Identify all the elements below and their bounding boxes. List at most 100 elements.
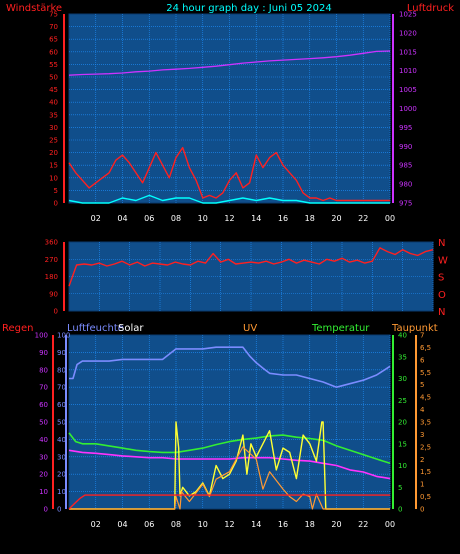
wind-tick-label: 75 — [49, 11, 58, 19]
uv-tick-label: 5 — [420, 381, 424, 389]
rain-tick-label: 50 — [39, 419, 48, 427]
wind-tick-label: 65 — [49, 36, 58, 44]
solar-label: Solar — [118, 323, 144, 334]
temperature-tick-label: 20 — [398, 419, 407, 427]
wind-tick-label: 35 — [49, 111, 58, 119]
uv-tick-label: 2 — [420, 456, 424, 464]
wind-gust-series-line — [68, 146, 390, 202]
wind-axis-ticks: 0 5 10 15 20 25 30 35 40 45 50 55 60 65 70 75 — [49, 11, 65, 208]
x-tick-label: 16 — [278, 214, 288, 223]
wind-tick-label: 70 — [49, 23, 58, 31]
wind-pressure-series — [68, 50, 391, 204]
humidity-tick-label: 70 — [57, 384, 66, 392]
rain-tick-label: 40 — [39, 436, 48, 444]
rain-tick-label: 60 — [39, 401, 48, 409]
wind-tick-label: 40 — [49, 99, 58, 107]
x-tick-label: 14 — [251, 214, 261, 223]
rain-tick-label: 20 — [39, 471, 48, 479]
humidity-tick-label: 80 — [57, 366, 66, 374]
humidity-tick-label: 0 — [57, 506, 61, 514]
x-tick-label: 18 — [305, 214, 315, 223]
x-tick-label: 08 — [171, 214, 181, 223]
wind-tick-label: 25 — [49, 137, 58, 145]
humidity-axis-title: Luftfeuchte — [67, 323, 124, 334]
humidity-tick-label: 50 — [57, 419, 66, 427]
wind-tick-label: 5 — [54, 187, 58, 195]
uv-tick-label: 4 — [420, 406, 425, 414]
uv-tick-label: 0 — [420, 506, 424, 514]
x-tick-label: 04 — [117, 520, 127, 529]
uv-axis-ticks: 0 0,5 1 1,5 2 2,5 3 3,5 4 4,5 5 5,5 6 6,5 7 — [415, 332, 431, 514]
pressure-tick-label: 1005 — [399, 86, 417, 94]
pressure-tick-label: 975 — [399, 200, 412, 208]
uv-tick-label: 5,5 — [420, 369, 431, 377]
uv-tick-label: 0,5 — [420, 493, 431, 501]
rain-series-line — [68, 494, 390, 510]
rain-axis-title: Regen — [2, 323, 34, 334]
pressure-axis-title: Luftdruck — [407, 3, 454, 14]
humidity-tick-label: 60 — [57, 401, 66, 409]
rain-tick-label: 30 — [39, 453, 48, 461]
x-tick-label: 00 — [385, 214, 395, 223]
pressure-tick-label: 985 — [399, 162, 412, 170]
humidity-axis-ticks: 0 10 20 30 40 50 60 70 80 90 100 — [57, 332, 70, 514]
x-tick-label: 12 — [224, 214, 234, 223]
x-tick-label: 08 — [171, 520, 181, 529]
compass-tick-label: W — [438, 255, 448, 266]
temperature-series-line — [68, 432, 391, 465]
pressure-tick-label: 1010 — [399, 67, 417, 75]
x-tick-label: 10 — [198, 214, 208, 223]
uv-tick-label: 3,5 — [420, 419, 431, 427]
humidity-tick-label: 30 — [57, 453, 66, 461]
direction-tick-label: 360 — [45, 239, 58, 247]
rain-tick-label: 100 — [35, 332, 48, 340]
x-tick-label: 22 — [358, 520, 368, 529]
wind-tick-label: 10 — [49, 174, 58, 182]
direction-series — [68, 247, 434, 287]
temperature-tick-label: 40 — [398, 332, 407, 340]
direction-degree-ticks: 0 90 180 270 360 — [45, 239, 65, 316]
uv-tick-label: 3 — [420, 431, 424, 439]
x-tick-label: 12 — [224, 520, 234, 529]
compass-tick-label: N — [438, 307, 445, 318]
wind-tick-label: 55 — [49, 61, 58, 69]
wind-tick-label: 0 — [54, 200, 58, 208]
dewpoint-series-line — [68, 449, 391, 480]
compass-tick-label: N — [438, 238, 445, 249]
uv-tick-label: 2,5 — [420, 443, 431, 451]
rain-tick-label: 70 — [39, 384, 48, 392]
humidity-tick-label: 40 — [57, 436, 66, 444]
x-tick-label: 14 — [251, 520, 261, 529]
pressure-tick-label: 1020 — [399, 29, 417, 37]
x-tick-label: 02 — [91, 520, 101, 529]
x-tick-label: 20 — [331, 520, 341, 529]
humidity-tick-label: 20 — [57, 471, 66, 479]
pressure-tick-label: 1015 — [399, 48, 417, 56]
x-tick-label: 10 — [198, 520, 208, 529]
x-tick-label: 20 — [331, 214, 341, 223]
temperature-axis-title: Temperatur — [311, 323, 370, 334]
temperature-tick-label: 35 — [398, 353, 407, 361]
pressure-tick-label: 1025 — [399, 11, 417, 19]
uv-tick-label: 6,5 — [420, 344, 431, 352]
rain-tick-label: 80 — [39, 366, 48, 374]
temperature-tick-label: 0 — [398, 506, 402, 514]
direction-grid — [69, 242, 434, 311]
chart-title: 24 hour graph day : Juni 05 2024 — [166, 3, 332, 14]
direction-tick-label: 0 — [54, 308, 58, 316]
pressure-tick-label: 1000 — [399, 105, 417, 113]
direction-tick-label: 90 — [49, 290, 58, 298]
humidity-x-axis-ticks: 02 04 06 08 10 12 14 16 18 20 22 00 — [91, 520, 395, 529]
uv-tick-label: 1,5 — [420, 468, 431, 476]
pressure-axis-ticks: 975 980 985 990 995 1000 1005 1010 1015 1020 1025 — [392, 11, 417, 208]
uv-tick-label: 6 — [420, 356, 425, 364]
compass-tick-label: O — [438, 290, 446, 301]
humidity-temp-series — [68, 346, 391, 510]
wind-tick-label: 15 — [49, 162, 58, 170]
wind-tick-label: 30 — [49, 124, 58, 132]
solar-series-line — [69, 421, 390, 510]
rain-tick-label: 0 — [44, 506, 48, 514]
rain-tick-label: 90 — [39, 349, 48, 357]
